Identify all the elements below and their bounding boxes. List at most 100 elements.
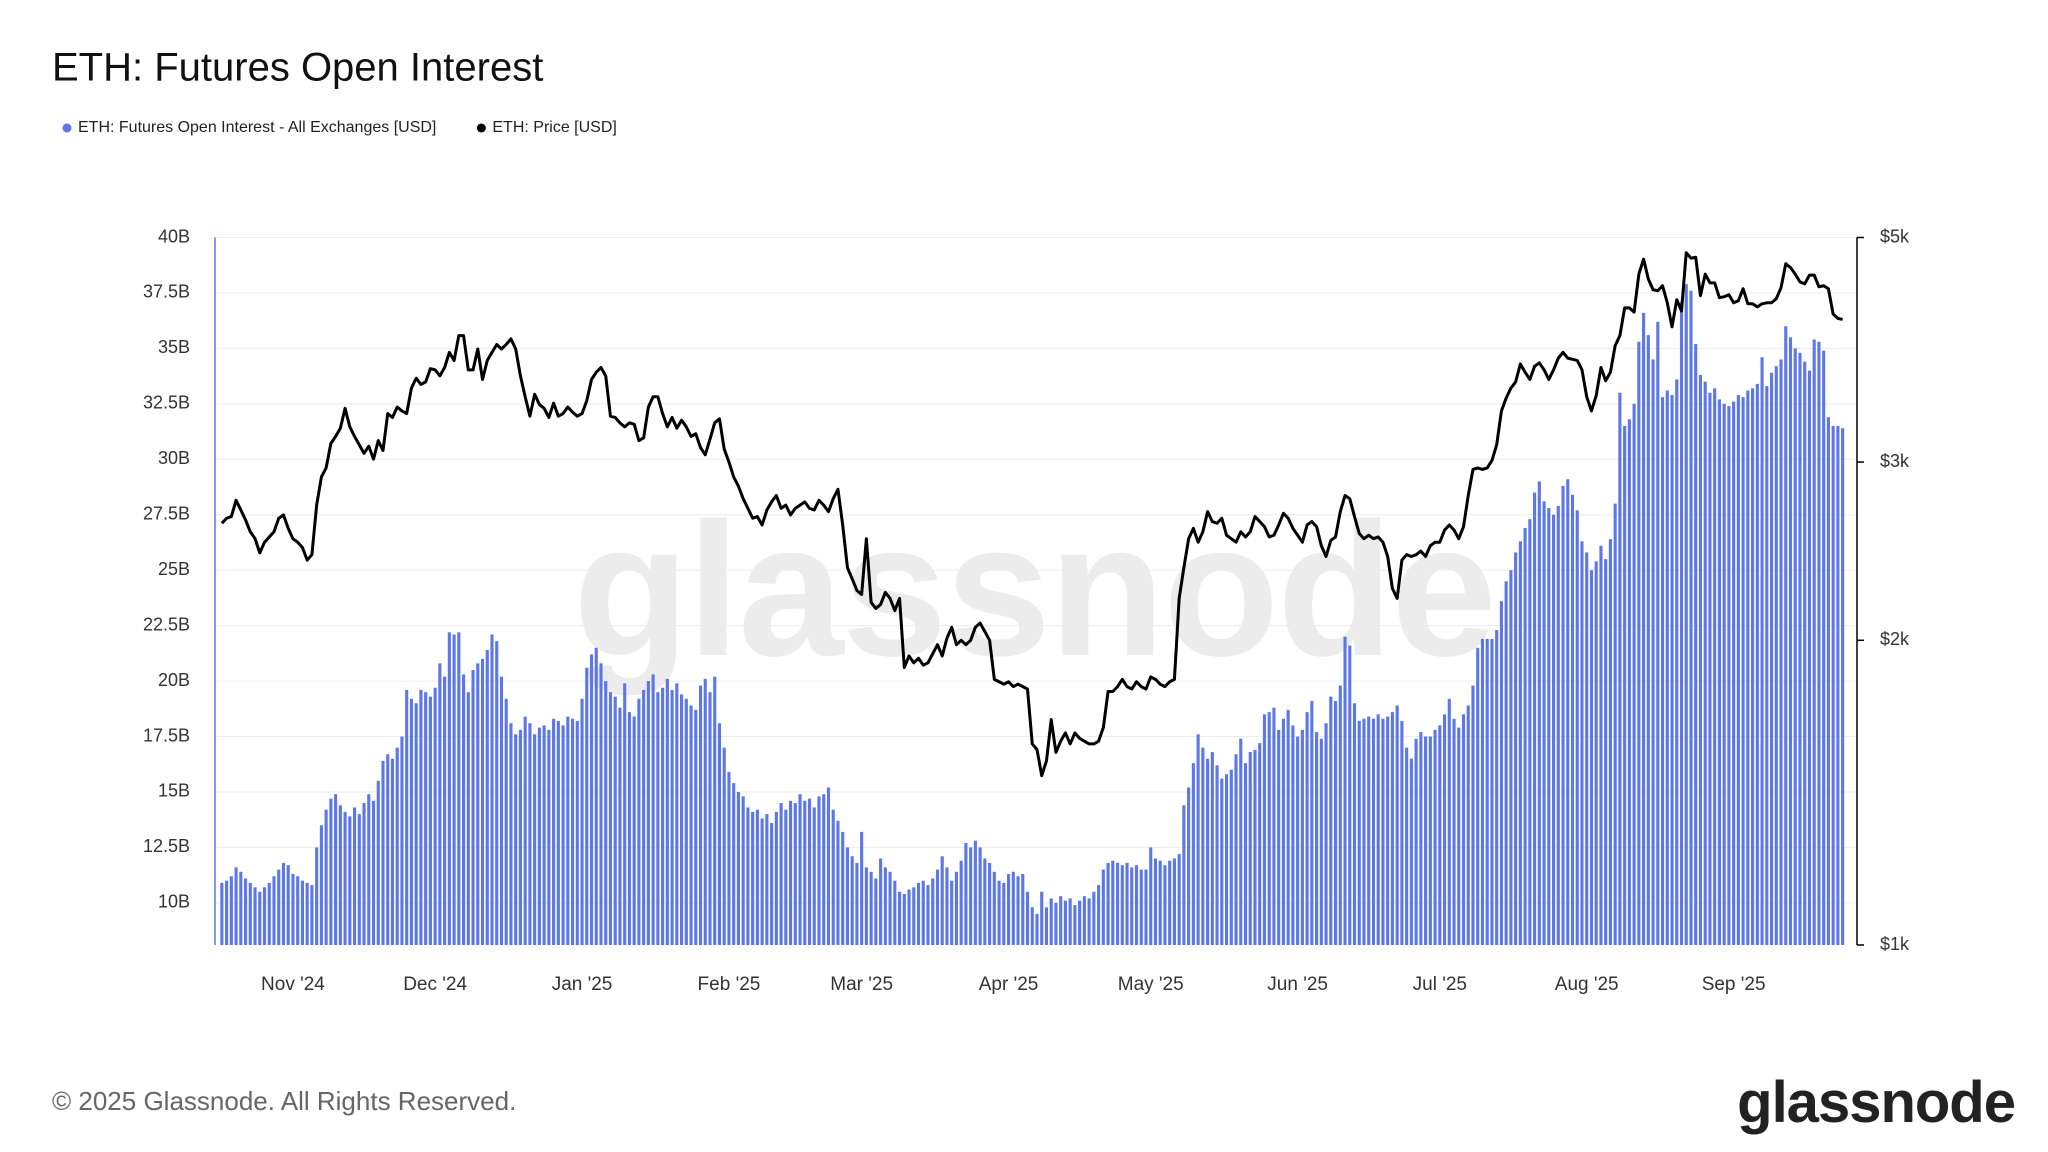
bar <box>1210 752 1214 945</box>
bar <box>618 707 622 945</box>
bar <box>779 803 783 945</box>
bar <box>978 847 982 945</box>
bar <box>1604 559 1608 945</box>
bar <box>661 687 665 945</box>
bar <box>1182 805 1186 945</box>
bar <box>694 709 698 945</box>
bar <box>319 825 323 945</box>
bar <box>258 891 262 945</box>
bar <box>1239 738 1243 945</box>
bar <box>1751 388 1755 945</box>
bar <box>1433 729 1437 945</box>
bar <box>1191 763 1195 945</box>
bar <box>1727 406 1731 945</box>
y-tick-label: 25B <box>158 559 190 579</box>
bar <box>1324 723 1328 945</box>
bar <box>490 634 494 945</box>
x-tick-label: Sep '25 <box>1702 974 1766 995</box>
bar <box>1319 738 1323 945</box>
bar <box>1409 758 1413 945</box>
bar <box>1054 902 1058 945</box>
bar <box>485 650 489 945</box>
bar <box>1078 900 1082 945</box>
bar <box>1490 638 1494 945</box>
bar <box>433 687 437 945</box>
bar <box>547 729 551 945</box>
y-tick-label: 20B <box>158 670 190 690</box>
bar <box>1585 552 1589 945</box>
bar <box>329 798 333 945</box>
bar <box>1272 707 1276 945</box>
bar <box>1073 905 1077 945</box>
bar <box>566 716 570 945</box>
bar <box>973 840 977 945</box>
bar <box>1125 862 1129 945</box>
bar <box>1670 394 1674 946</box>
bar <box>988 862 992 945</box>
legend-label: ETH: Futures Open Interest - All Exchang… <box>78 119 436 136</box>
bar <box>348 816 352 945</box>
bar <box>1172 858 1176 945</box>
bar <box>1566 479 1570 945</box>
bar <box>755 809 759 945</box>
bar <box>727 772 731 945</box>
bar <box>954 871 958 945</box>
bar <box>253 887 257 945</box>
x-tick-label: May '25 <box>1118 974 1184 995</box>
bar <box>646 681 650 945</box>
y-tick-label: 40B <box>158 226 190 246</box>
bar <box>1177 854 1181 945</box>
bar <box>855 862 859 945</box>
bar <box>803 800 807 945</box>
bar <box>1589 570 1594 945</box>
bar <box>589 654 594 945</box>
bar <box>300 880 304 945</box>
bar <box>997 880 1001 945</box>
bar <box>1803 361 1807 945</box>
x-tick-label: Nov '24 <box>261 974 325 995</box>
bar <box>1291 725 1295 945</box>
bar <box>1357 720 1361 945</box>
x-tick-label: Jan '25 <box>552 974 613 995</box>
bar <box>1153 858 1158 945</box>
bar <box>1115 862 1120 945</box>
bar <box>542 725 546 945</box>
bar <box>1229 769 1233 945</box>
bar <box>916 882 921 945</box>
bar <box>784 809 788 945</box>
bar <box>713 676 717 945</box>
bar <box>1419 732 1423 945</box>
bar <box>480 658 485 945</box>
bar <box>1646 335 1650 946</box>
bar <box>1461 714 1466 945</box>
bar <box>310 885 314 945</box>
bar <box>812 807 816 945</box>
bar <box>1755 383 1759 946</box>
bar <box>969 847 973 945</box>
bar <box>1040 891 1044 945</box>
bar <box>1452 718 1456 945</box>
bar <box>1405 747 1409 945</box>
bar <box>604 681 608 945</box>
bar <box>1476 647 1480 945</box>
legend-marker <box>62 123 72 133</box>
bar <box>708 692 712 945</box>
bar <box>1779 359 1783 945</box>
bar <box>1134 865 1139 945</box>
bar <box>362 803 366 945</box>
x-tick-label: Mar '25 <box>830 974 893 995</box>
bar <box>343 811 347 945</box>
bar <box>1523 528 1527 945</box>
bar <box>1196 734 1200 945</box>
bar <box>229 876 233 945</box>
bar <box>831 809 835 945</box>
bar <box>1518 541 1522 945</box>
bar <box>395 747 399 945</box>
bar <box>239 871 243 945</box>
bar <box>1158 860 1162 945</box>
bar <box>1333 701 1338 945</box>
bar <box>1130 867 1134 945</box>
y-tick-label: 10B <box>158 892 190 912</box>
bar <box>912 887 916 945</box>
y-tick-label: 35B <box>158 337 190 357</box>
